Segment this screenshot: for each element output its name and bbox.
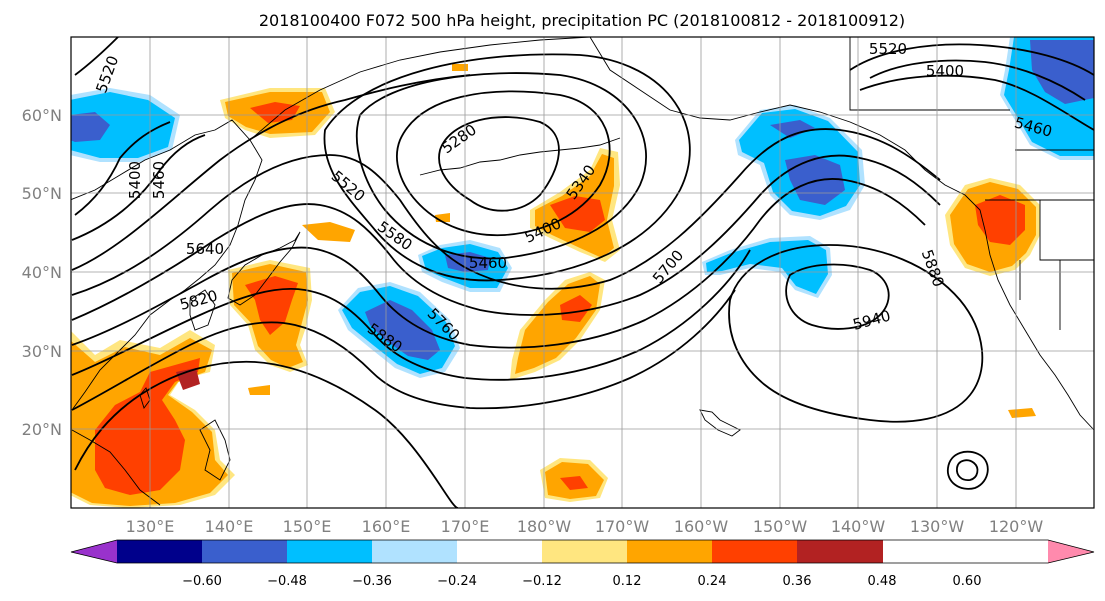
lon-label: 140°W [831, 517, 886, 536]
coast-aleutians [419, 137, 621, 176]
contour-label: 5460 [150, 161, 168, 199]
contour-5340 [396, 90, 611, 237]
colorbar-tick: 0.36 [783, 574, 812, 589]
precip-area-small-2 [1008, 408, 1036, 418]
lon-label: 170°E [441, 517, 490, 536]
coast-asia-north [71, 119, 263, 411]
colorbar-tick: −0.36 [352, 574, 392, 589]
coast-korea [189, 289, 216, 331]
precip-area-small-1 [302, 222, 355, 242]
colorbar-segment [797, 540, 883, 563]
lon-label: 170°W [595, 517, 650, 536]
precip-area-small-5 [248, 385, 270, 395]
precip-positive-areas [71, 64, 1040, 508]
coast-philippines [199, 419, 231, 481]
colorbar-segment [627, 540, 713, 563]
colorbar-tick: −0.12 [522, 574, 562, 589]
precip-area-small-3 [452, 64, 468, 71]
colorbar: −0.60 −0.48 −0.36 −0.24 −0.12 0.12 0.24 … [70, 539, 1095, 589]
contour-5460 [71, 53, 691, 282]
colorbar-segment [712, 540, 798, 563]
colorbar-tick: −0.24 [437, 574, 477, 589]
lon-label: 150°W [753, 517, 808, 536]
contour-label: 5520 [869, 40, 907, 58]
colorbar-tick: 0.60 [953, 574, 982, 589]
longitude-labels: 130°E 140°E 150°E 160°E 170°E 180°W 170°… [126, 517, 1044, 536]
contour-5640 [71, 154, 941, 321]
colorbar-extend-left [71, 540, 117, 563]
contour-label: 5460 [469, 254, 507, 272]
lon-label: 130°E [126, 517, 175, 536]
lon-label: 160°W [674, 517, 729, 536]
map-plot-area: 5520 5400 5460 5280 5520 5580 5340 5400 … [71, 37, 1094, 508]
lat-label: 50°N [22, 184, 62, 203]
colorbar-segment [202, 540, 288, 563]
coast-hawaii [699, 409, 741, 437]
contour-5460-east [859, 74, 1094, 131]
contour-small-high [947, 450, 989, 490]
colorbar-segment [457, 540, 543, 563]
map-frame [70, 36, 1095, 509]
coast-kamchatka [249, 37, 591, 141]
colorbar-tick: 0.12 [613, 574, 642, 589]
colorbar-segment [117, 540, 203, 563]
colorbar-segment [287, 540, 373, 563]
contour-5820 [71, 289, 736, 411]
contour-5520 [71, 37, 471, 271]
contour-5700 [71, 178, 926, 349]
colorbar-segment [372, 540, 458, 563]
map-title: 2018100400 F072 500 hPa height, precipit… [259, 11, 905, 30]
contour-5520-east [849, 43, 1094, 76]
contour-label: 5400 [926, 62, 964, 80]
lon-label: 180°W [517, 517, 572, 536]
lon-label: 150°E [283, 517, 332, 536]
boundary-canada-2 [849, 37, 1010, 111]
contour-5400-east [869, 59, 1086, 101]
lon-label: 130°W [910, 517, 965, 536]
coast-china-south [71, 429, 161, 506]
lon-label: 120°W [989, 517, 1044, 536]
contour-5400 [74, 72, 647, 260]
contour-5880 [74, 244, 984, 508]
lat-label: 20°N [22, 420, 62, 439]
coast-north-america [984, 229, 1094, 431]
lon-label: 140°E [205, 517, 254, 536]
colorbar-tick: 0.48 [868, 574, 897, 589]
gridlines [71, 37, 1094, 508]
lat-label: 30°N [22, 342, 62, 361]
contour-label: 5640 [186, 240, 224, 258]
colorbar-outline [70, 539, 1095, 564]
lat-label: 40°N [22, 263, 62, 282]
contour-5940 [785, 263, 890, 330]
colorbar-extend-right [1048, 540, 1094, 563]
contour-label: 5400 [126, 161, 144, 199]
colorbar-tick: −0.48 [267, 574, 307, 589]
latitude-labels: 60°N 50°N 40°N 30°N 20°N [22, 106, 62, 439]
colorbar-tick: −0.60 [182, 574, 222, 589]
lon-label: 160°E [362, 517, 411, 536]
contour-5760 [71, 249, 751, 381]
coast-alaska [589, 37, 986, 231]
colorbar-tick: 0.24 [698, 574, 727, 589]
colorbar-segment [542, 540, 628, 563]
lat-label: 60°N [22, 106, 62, 125]
